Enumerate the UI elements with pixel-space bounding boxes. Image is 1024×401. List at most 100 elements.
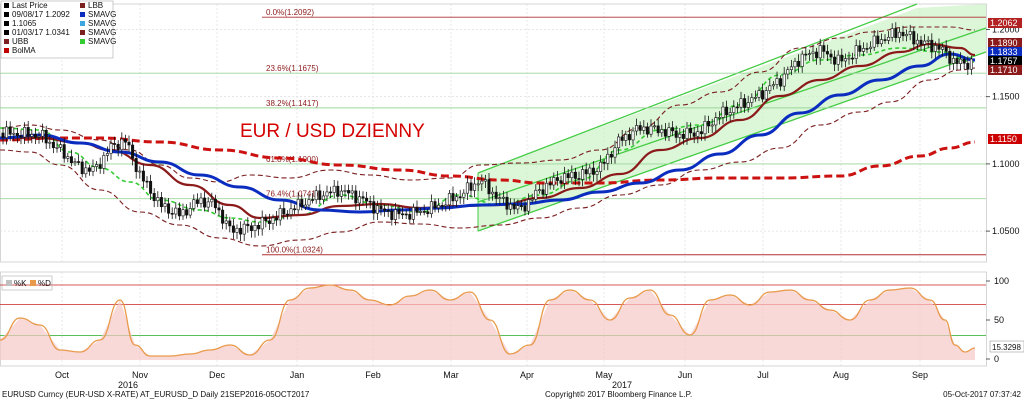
- legend-swatch: [4, 21, 9, 26]
- candle-body: [141, 170, 145, 182]
- candle-body: [721, 106, 725, 118]
- candle-body: [966, 62, 970, 70]
- candle-body: [804, 53, 808, 56]
- candle-body: [55, 147, 59, 149]
- candle-body: [145, 180, 149, 183]
- candle-body: [386, 210, 390, 212]
- price-tag: [988, 65, 1022, 75]
- candle-body: [303, 204, 307, 208]
- candle-body: [941, 46, 945, 50]
- y-tick-label: 1.0500: [992, 226, 1020, 236]
- candle-body: [314, 190, 318, 201]
- legend-swatch: [80, 39, 85, 44]
- candle-body: [951, 58, 955, 64]
- candle-body: [897, 31, 901, 38]
- price-tag-label: 1.1833: [990, 47, 1018, 57]
- legend-label: SMAVG: [88, 19, 116, 28]
- candle-body: [840, 54, 844, 62]
- candle-body: [296, 199, 300, 211]
- candle-body: [278, 208, 282, 221]
- candle-body: [311, 199, 315, 201]
- candle-body: [887, 36, 891, 41]
- price-tag-label: 1.1890: [990, 38, 1018, 48]
- candle-body: [883, 39, 887, 41]
- candle-body: [573, 171, 577, 179]
- legend-swatch: [4, 3, 9, 8]
- candle-body: [959, 58, 963, 64]
- candle-body: [163, 203, 167, 207]
- candle-body: [764, 90, 768, 100]
- candle-body: [768, 85, 772, 91]
- candle-body: [131, 144, 135, 159]
- trend-channel-fill: [478, 4, 986, 231]
- footer-right: 05-Oct-2017 07:37:42: [943, 390, 1021, 399]
- candle-body: [77, 161, 81, 163]
- legend-label: SMAVG: [88, 28, 116, 37]
- candle-body: [213, 199, 217, 209]
- candle-body: [714, 117, 718, 126]
- x-tick-label: Feb: [365, 370, 381, 380]
- legend-label: SMAVG: [88, 37, 116, 46]
- candle-body: [818, 45, 822, 59]
- candle-body: [851, 57, 855, 60]
- candle-body: [98, 164, 102, 169]
- candle-body: [447, 193, 451, 206]
- candle-body: [523, 205, 527, 212]
- candle-body: [689, 127, 693, 134]
- x-tick-label: Jan: [290, 370, 305, 380]
- candle-body: [969, 58, 973, 70]
- candle-body: [833, 56, 837, 65]
- candle-body: [750, 97, 754, 103]
- candle-body: [681, 133, 685, 139]
- candle-body: [393, 209, 397, 220]
- price-tag: [988, 47, 1022, 57]
- legend-swatch: [80, 3, 85, 8]
- candle-body: [815, 51, 819, 59]
- candle-body: [167, 203, 171, 214]
- candle-body: [908, 31, 912, 35]
- candle-body: [674, 130, 678, 138]
- osc-legend-box: [1, 275, 53, 291]
- osc-y-label: 0: [994, 354, 999, 364]
- candle-body: [325, 191, 329, 197]
- x-tick-label: Aug: [833, 370, 849, 380]
- channel-upper-line: [477, 3, 918, 174]
- osc-last-value: 15.3298: [992, 343, 1021, 352]
- candle-body: [48, 141, 52, 144]
- candle-body: [962, 58, 966, 64]
- candle-body: [203, 197, 207, 208]
- candle-body: [228, 220, 232, 227]
- candle-body: [671, 127, 675, 132]
- legend-swatch: [80, 12, 85, 17]
- candle-body: [411, 207, 415, 220]
- candle-body: [746, 102, 750, 108]
- candle-body: [800, 53, 804, 67]
- footer-center: Copyright© 2017 Bloomberg Finance L.P.: [545, 390, 692, 399]
- price-tag: [988, 18, 1022, 28]
- candle-body: [779, 78, 783, 87]
- candle-body: [80, 161, 84, 175]
- candle-body: [645, 126, 649, 135]
- fib-label: 100.0%(1.0324): [266, 246, 323, 255]
- candle-body: [408, 214, 412, 220]
- candle-body: [872, 35, 876, 48]
- x-tick-label: Apr: [520, 370, 534, 380]
- candle-body: [134, 158, 138, 172]
- candle-body: [242, 223, 246, 235]
- legend-swatch: [4, 12, 9, 17]
- candle-body: [33, 134, 37, 138]
- price-tag: [988, 134, 1022, 144]
- candle-body: [789, 66, 793, 70]
- candle-body: [253, 225, 257, 231]
- candle-body: [609, 153, 613, 158]
- candle-body: [678, 133, 682, 138]
- osc-value-box: [989, 340, 1024, 353]
- candle-body: [19, 135, 23, 138]
- legend-swatch: [80, 21, 85, 26]
- candle-body: [174, 207, 178, 215]
- candle-body: [937, 45, 941, 50]
- candle-body: [501, 196, 505, 199]
- candle-body: [339, 190, 343, 197]
- candle-body: [289, 208, 293, 215]
- candle-body: [365, 197, 369, 202]
